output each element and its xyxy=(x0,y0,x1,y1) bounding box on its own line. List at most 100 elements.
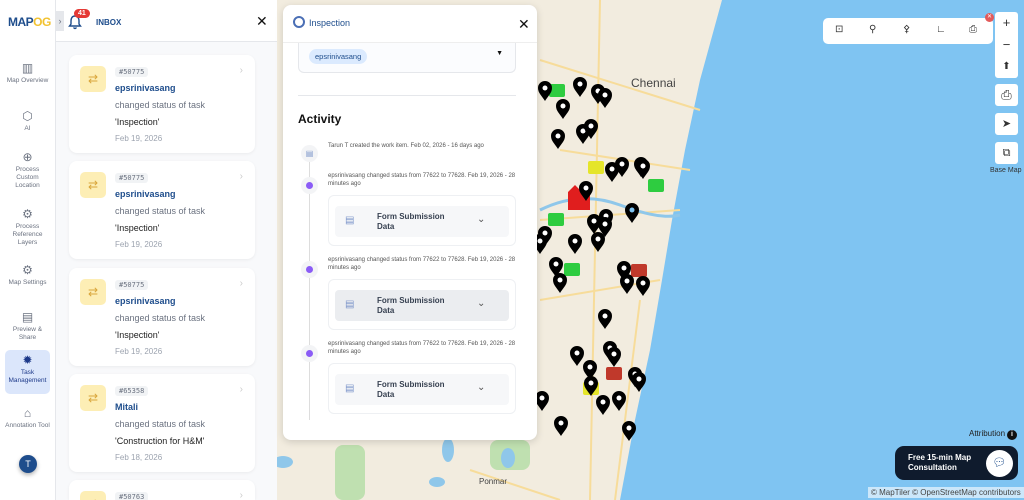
timeline-line xyxy=(309,155,310,420)
location-pin-marker[interactable] xyxy=(598,309,612,329)
close-toolbar-button[interactable]: ✕ xyxy=(985,13,994,22)
pin-center xyxy=(580,128,586,134)
location-pin-marker[interactable] xyxy=(584,119,598,139)
chat-icon[interactable]: 💬︎ xyxy=(986,450,1013,477)
form-submission-card: ▤ Form Submission Data ⌄ xyxy=(328,363,516,414)
shop-marker[interactable] xyxy=(564,263,580,276)
location-pin-marker[interactable] xyxy=(554,416,568,436)
shop-marker[interactable] xyxy=(606,367,622,380)
info-icon[interactable]: i xyxy=(1007,430,1018,440)
map-copyright[interactable]: © MapTiler © OpenStreetMap contributors xyxy=(868,487,1024,498)
panel-header: Inspection ✕ xyxy=(283,5,537,43)
print-icon[interactable]: ⎙ xyxy=(969,24,977,35)
location-pin-marker[interactable] xyxy=(596,395,610,415)
form-submission-card: ▤ Form Submission Data ⌄ xyxy=(328,279,516,330)
attribution-toggle[interactable]: Attribution i xyxy=(969,429,1018,440)
pin-center xyxy=(595,236,601,242)
location-pin-marker[interactable] xyxy=(625,203,639,223)
assignee-chip[interactable]: epsrinivasang xyxy=(309,49,368,64)
inbox-card[interactable]: ⇄ #50763 › xyxy=(69,480,255,500)
location-pin-marker[interactable] xyxy=(636,276,650,296)
zoom-in-button[interactable]: + xyxy=(1002,15,1011,30)
consultation-button[interactable]: Free 15-min Map Consultation 💬︎ xyxy=(895,446,1018,480)
gear-icon: ⚙ xyxy=(22,263,33,277)
layers-gear-icon: ⚙ xyxy=(22,207,33,221)
sidebar-item-map-settings[interactable]: ⚙ Map Settings xyxy=(5,260,50,287)
compass-icon[interactable]: ⬆ xyxy=(1002,61,1011,72)
form-submission-toggle[interactable]: ▤ Form Submission Data ⌄ xyxy=(335,374,509,405)
shop-marker[interactable] xyxy=(588,161,604,174)
zoom-controls: + − ⬆ xyxy=(995,12,1018,78)
form-submission-toggle[interactable]: ▤ Form Submission Data ⌄ xyxy=(335,290,509,321)
close-inbox-button[interactable]: ✕ xyxy=(256,13,268,29)
sidebar-item-preview-share[interactable]: ▤ Preview & Share xyxy=(5,307,50,342)
location-pin-marker[interactable] xyxy=(568,234,582,254)
sidebar-item-annotation-tool[interactable]: ⌂ Annotation Tool xyxy=(5,403,50,430)
logo[interactable]: MAPOG xyxy=(8,15,51,29)
inbox-card[interactable]: ⇄ #50775 epsrinivasang changed status of… xyxy=(69,268,255,366)
location-pin-marker[interactable] xyxy=(570,346,584,366)
shop-marker[interactable] xyxy=(548,213,564,226)
building-marker[interactable] xyxy=(568,185,590,210)
shop-marker[interactable] xyxy=(648,179,664,192)
place-label-chennai: Chennai xyxy=(631,76,676,90)
status-change-icon: ⇄ xyxy=(80,385,106,411)
location-pin-marker[interactable] xyxy=(584,376,598,396)
location-pin-marker[interactable] xyxy=(583,360,597,380)
shop-marker[interactable] xyxy=(631,264,647,277)
location-pin-marker[interactable] xyxy=(535,391,549,411)
location-pin-marker[interactable] xyxy=(538,81,552,101)
sidebar-item-ai[interactable]: ⬡ AI xyxy=(5,106,50,133)
expand-sidebar-button[interactable]: › xyxy=(56,11,64,31)
measure-icon[interactable]: ∟ xyxy=(936,24,946,35)
location-pin-marker[interactable] xyxy=(591,232,605,252)
location-pin-marker[interactable] xyxy=(549,257,563,277)
location-pin-marker[interactable] xyxy=(556,99,570,119)
print-map-button[interactable]: ⎙ xyxy=(995,84,1018,106)
chevron-down-icon: ⌄ xyxy=(477,298,486,309)
assignee-select[interactable]: epsrinivasang ▼ xyxy=(298,43,516,73)
shop-marker[interactable] xyxy=(549,84,565,97)
sidebar-item-map-overview[interactable]: ▥ Map Overview xyxy=(5,58,50,85)
inbox-card[interactable]: ⇄ #50775 epsrinivasang changed status of… xyxy=(69,161,255,259)
map-search-icon[interactable]: ⊡ xyxy=(835,24,844,35)
location-pin-marker[interactable] xyxy=(622,421,636,441)
pin-icon[interactable]: ⚴ xyxy=(903,24,911,35)
date: Feb 19, 2026 xyxy=(115,240,163,249)
sidebar-item-process-reference-layers[interactable]: ⚙ Process Reference Layers xyxy=(5,204,50,247)
location-pin-marker[interactable] xyxy=(553,273,567,293)
preview-icon: ▤ xyxy=(21,310,34,324)
form-submission-toggle[interactable]: ▤ Form Submission Data ⌄ xyxy=(335,206,509,237)
location-pin-marker[interactable] xyxy=(632,372,646,392)
location-pin-marker[interactable] xyxy=(620,274,634,294)
location-pin-icon: ⊕ xyxy=(22,150,33,164)
pin-center xyxy=(542,85,548,91)
zoom-out-button[interactable]: − xyxy=(1002,37,1011,52)
close-panel-button[interactable]: ✕ xyxy=(518,16,530,32)
lakes xyxy=(273,438,515,487)
inbox-card[interactable]: ⇄ #50775 epsrinivasang changed status of… xyxy=(69,55,255,153)
sidebar-item-process-custom-location[interactable]: ⊕ Process Custom Location xyxy=(5,147,50,190)
task-gear-icon: ✹ xyxy=(22,353,33,367)
status-change-icon: ⇄ xyxy=(80,279,106,305)
action-text: changed status of task xyxy=(115,419,206,429)
location-pin-marker[interactable] xyxy=(605,162,619,182)
inbox-card[interactable]: ⇄ #65358 Mitali changed status of task '… xyxy=(69,374,255,472)
location-pin-marker[interactable] xyxy=(587,214,601,234)
location-pin-marker[interactable] xyxy=(598,217,612,237)
status-change-icon: ⇄ xyxy=(80,172,106,198)
location-pin-marker[interactable] xyxy=(551,129,565,149)
location-pin-marker[interactable] xyxy=(615,157,629,177)
location-pin-marker[interactable] xyxy=(607,347,621,367)
location-pin-marker[interactable] xyxy=(636,159,650,179)
location-pin-marker[interactable] xyxy=(579,181,593,201)
base-map-button[interactable]: ⧉ xyxy=(995,142,1018,164)
pin-center xyxy=(560,103,566,109)
location-pin-marker[interactable] xyxy=(598,88,612,108)
sidebar-item-task-management[interactable]: ✹ Task Management xyxy=(5,350,50,394)
avatar[interactable]: T xyxy=(19,455,37,473)
location-pin-marker[interactable] xyxy=(573,77,587,97)
navigate-icon[interactable]: ➤ xyxy=(995,113,1018,135)
search-icon[interactable]: ⚲ xyxy=(869,24,877,35)
location-pin-marker[interactable] xyxy=(612,391,626,411)
